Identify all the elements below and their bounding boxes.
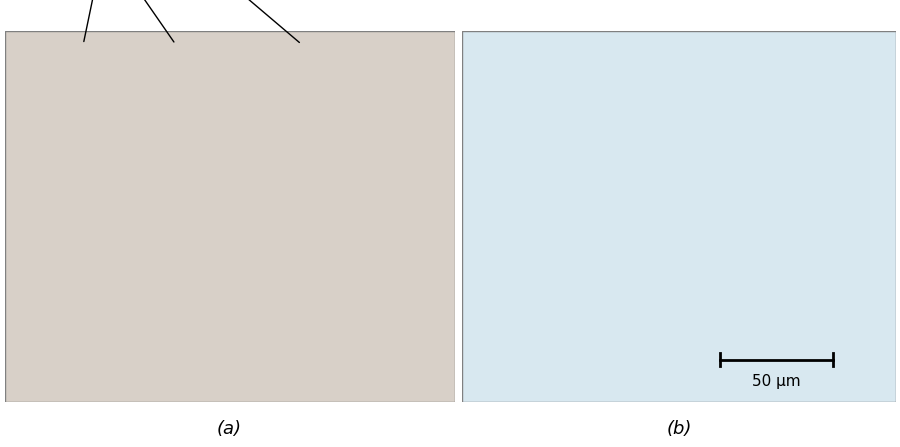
Text: 50 μm: 50 μm: [752, 374, 800, 389]
Text: (b): (b): [667, 420, 692, 438]
Text: (a): (a): [217, 420, 242, 438]
